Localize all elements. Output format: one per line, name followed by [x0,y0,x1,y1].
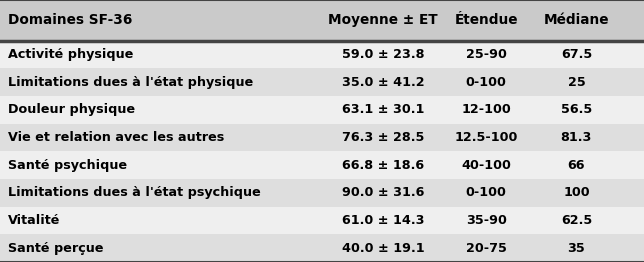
Text: 62.5: 62.5 [561,214,592,227]
Bar [0,41,644,68]
Text: 100: 100 [563,186,590,199]
Text: 63.1 ± 30.1: 63.1 ± 30.1 [342,103,424,116]
Bar [0,207,644,234]
Text: 76.3 ± 28.5: 76.3 ± 28.5 [342,131,424,144]
Text: Santé psychique: Santé psychique [8,159,127,172]
Text: Limitations dues à l'état physique: Limitations dues à l'état physique [8,76,253,89]
Text: 67.5: 67.5 [561,48,592,61]
Text: 81.3: 81.3 [561,131,592,144]
Text: Moyenne ± ET: Moyenne ± ET [328,13,438,27]
Text: Santé perçue: Santé perçue [8,242,103,255]
Text: 66.8 ± 18.6: 66.8 ± 18.6 [342,159,424,172]
Text: Étendue: Étendue [455,13,518,27]
Text: 59.0 ± 23.8: 59.0 ± 23.8 [342,48,424,61]
Text: 90.0 ± 31.6: 90.0 ± 31.6 [342,186,424,199]
Text: 25: 25 [567,76,585,89]
Text: 40.0 ± 19.1: 40.0 ± 19.1 [342,242,424,255]
Text: Vie et relation avec les autres: Vie et relation avec les autres [8,131,224,144]
Text: Limitations dues à l'état psychique: Limitations dues à l'état psychique [8,186,260,199]
Text: 66: 66 [567,159,585,172]
Text: 25-90: 25-90 [466,48,507,61]
Text: 35: 35 [567,242,585,255]
Text: 0-100: 0-100 [466,76,507,89]
Text: Activité physique: Activité physique [8,48,133,61]
Bar [0,96,644,124]
Text: Vitalité: Vitalité [8,214,60,227]
Bar [0,179,644,207]
Text: 61.0 ± 14.3: 61.0 ± 14.3 [342,214,424,227]
Text: 35.0 ± 41.2: 35.0 ± 41.2 [342,76,424,89]
Text: Douleur physique: Douleur physique [8,103,135,116]
Text: 12.5-100: 12.5-100 [455,131,518,144]
Text: 0-100: 0-100 [466,186,507,199]
Bar [0,151,644,179]
Text: 20-75: 20-75 [466,242,507,255]
Text: Domaines SF-36: Domaines SF-36 [8,13,132,27]
Text: 56.5: 56.5 [561,103,592,116]
Text: 35-90: 35-90 [466,214,507,227]
Text: 40-100: 40-100 [461,159,511,172]
Bar [0,68,644,96]
Bar [0,124,644,151]
Text: 12-100: 12-100 [461,103,511,116]
Text: Médiane: Médiane [544,13,609,27]
Bar [0,234,644,262]
Bar [0,0,644,41]
